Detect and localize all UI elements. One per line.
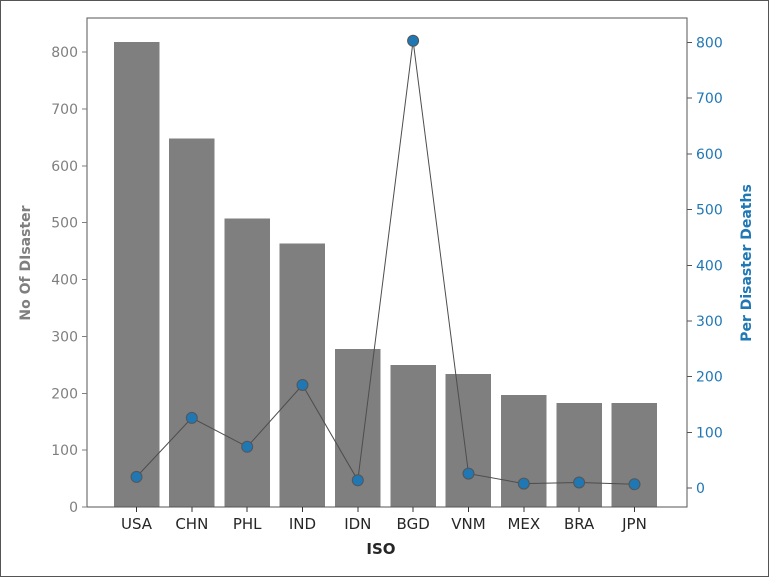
left-tick-label-0: 0	[69, 500, 78, 516]
point-JPN	[628, 478, 641, 491]
left-tick-label-100: 100	[51, 443, 78, 459]
right-tick-label-0: 0	[696, 481, 705, 497]
left-tick-label-200: 200	[51, 386, 78, 402]
bar-MEX	[501, 395, 547, 507]
bar-PHL	[224, 218, 270, 507]
bar-IND	[279, 243, 326, 507]
point-VNM	[462, 467, 475, 480]
right-tick-label-700: 700	[696, 91, 723, 107]
x-tick-label-IDN: IDN	[344, 515, 371, 533]
point-USA	[130, 470, 143, 483]
bar-VNM	[445, 373, 492, 507]
point-BRA	[573, 476, 586, 489]
point-PHL	[241, 440, 254, 453]
x-tick-label-IND: IND	[289, 515, 316, 533]
x-tick-label-PHL: PHL	[233, 515, 262, 533]
point-IDN	[351, 474, 364, 487]
bar-BRA	[556, 402, 602, 507]
left-tick-label-400: 400	[51, 273, 78, 289]
right-tick-label-800: 800	[696, 36, 723, 52]
point-MEX	[517, 477, 530, 490]
right-tick-label-200: 200	[696, 370, 723, 386]
left-tick-label-500: 500	[51, 216, 78, 232]
point-CHN	[185, 411, 198, 424]
x-tick-label-BRA: BRA	[564, 515, 595, 533]
x-tick-label-CHN: CHN	[175, 515, 208, 533]
right-tick-label-300: 300	[696, 314, 723, 330]
right-tick-label-600: 600	[696, 147, 723, 163]
bar-JPN	[611, 402, 658, 507]
point-BGD	[407, 34, 420, 47]
bar-USA	[113, 41, 160, 508]
line-series	[136, 40, 635, 485]
x-tick-label-JPN: JPN	[621, 515, 647, 533]
left-tick-label-700: 700	[51, 102, 78, 118]
left-tick-label-600: 600	[51, 159, 78, 175]
left-tick-label-800: 800	[51, 45, 78, 61]
x-tick-label-MEX: MEX	[507, 515, 540, 533]
right-tick-label-400: 400	[696, 258, 723, 274]
right-tick-label-100: 100	[696, 425, 723, 441]
axes-spines	[86, 17, 688, 508]
x-tick-label-VNM: VNM	[451, 515, 485, 533]
x-tick-label-BGD: BGD	[397, 515, 430, 533]
left-tick-label-300: 300	[51, 329, 78, 345]
point-IND	[296, 379, 309, 391]
bar-BGD	[390, 364, 436, 507]
x-tick-label-USA: USA	[121, 515, 153, 533]
bar-CHN	[169, 138, 215, 507]
right-tick-label-500: 500	[696, 203, 723, 219]
